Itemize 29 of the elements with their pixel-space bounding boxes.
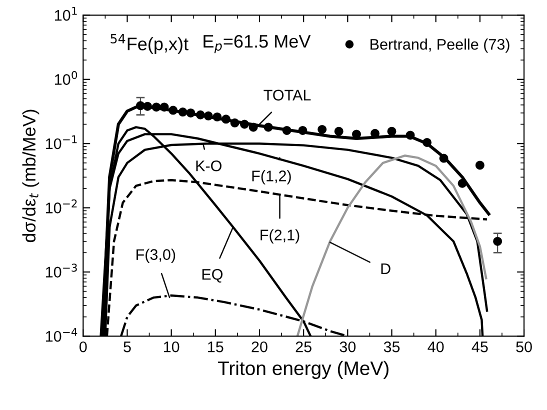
- y-tick-label: 10$^{0}$: [55, 71, 78, 85]
- annotation: $^{54}$Fe(p,x)t: [110, 34, 188, 54]
- annotation: F(1,2): [252, 170, 291, 184]
- y-axis-title: dσ/dε$_{t}$ (mb/MeV): [22, 110, 40, 242]
- annotation: E$_{p}$=61.5 MeV: [204, 34, 311, 54]
- legend-label: Bertrand, Peelle (73): [370, 38, 510, 53]
- y-tick-label: 10$^{−4}$: [46, 328, 78, 342]
- x-tick-label: 30: [340, 341, 356, 352]
- annotation: TOTAL: [264, 90, 311, 101]
- x-tick-label: 40: [428, 341, 444, 352]
- y-tick-label: 10$^{−1}$: [46, 135, 77, 150]
- x-tick-label: 45: [472, 342, 488, 352]
- x-axis-title: Triton energy (MeV): [218, 360, 388, 379]
- y-tick-label: 10$^{−3}$: [46, 264, 77, 278]
- annotation: D: [381, 264, 390, 274]
- x-tick-label: 0: [79, 341, 87, 352]
- x-tick-label: 5: [124, 342, 131, 352]
- annotation: F(3,0): [136, 248, 176, 263]
- x-tick-label: 10: [164, 341, 180, 352]
- y-tick-label: 10$^{−2}$: [46, 199, 77, 214]
- annotation: F(2,1): [260, 229, 300, 244]
- x-tick-label: 15: [208, 342, 224, 352]
- x-tick-label: 50: [516, 341, 532, 352]
- x-tick-label: 35: [384, 341, 400, 352]
- annotation: EQ: [202, 269, 223, 283]
- y-tick-label: 10$^{1}$: [55, 6, 77, 21]
- annotation: K-O: [196, 160, 222, 172]
- x-tick-label: 25: [296, 341, 312, 352]
- x-tick-label: 20: [252, 341, 268, 352]
